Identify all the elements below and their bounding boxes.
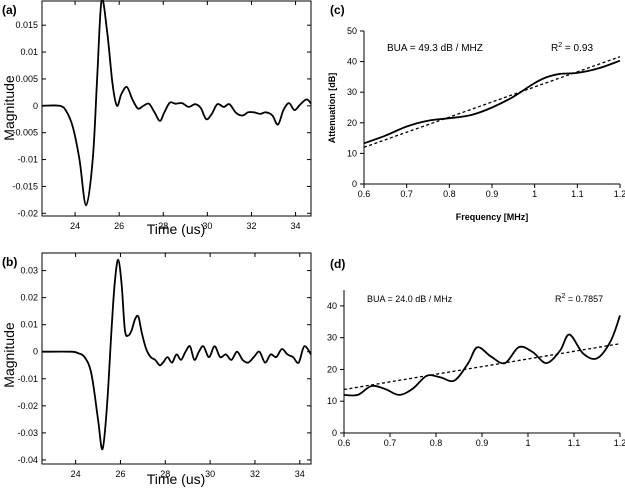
series-line-linear-fit: [343, 343, 621, 391]
x-tick-label: 1.1: [568, 438, 581, 448]
chart-panel-c: 0.6 0.7 0.8 0.9 1 1.1 1.2 0 10 20 30 40 50 Frequency …: [327, 3, 625, 222]
x-tick-label: 34: [291, 221, 301, 231]
x-axis-title: Time (us): [147, 471, 206, 487]
y-tick-label: -0.02: [17, 208, 38, 218]
y-tick-label: 0.01: [20, 47, 38, 57]
y-tick-label: 10: [347, 148, 357, 158]
y-tick-label: -0.01: [17, 374, 38, 384]
r-squared-annotation: R2 = 0.93: [551, 42, 593, 54]
y-tick-label: -0.01: [17, 155, 38, 165]
series-line-waveform: [41, 0, 312, 207]
x-tick-label: 0.6: [338, 438, 351, 448]
panel-label: (b): [2, 255, 17, 269]
y-tick-label: 0.02: [20, 293, 38, 303]
x-tick-label: 0.8: [430, 438, 443, 448]
x-axis-title: Time (us): [147, 221, 206, 237]
x-tick-label: 0.9: [486, 189, 499, 199]
y-tick-label: -0.005: [12, 128, 38, 138]
y-tick-label: 30: [327, 333, 337, 343]
series-line-measured: [343, 315, 621, 397]
y-tick-label: 0.03: [20, 266, 38, 276]
chart-panel-d: 0.6 0.7 0.8 0.9 1 1.1 1.2 0 10 20 30 40 (d) BUA = 24.…: [327, 257, 625, 448]
x-tick-label: 30: [205, 469, 215, 479]
x-tick-label: 24: [70, 221, 80, 231]
y-tick-label: 10: [327, 396, 337, 406]
y-axis-title: Magnitude: [1, 322, 17, 388]
x-tick-label: 28: [160, 469, 170, 479]
chart-panel-b: 24 26 28 30 32 34 0.03 0.02 0.01 0 -0.01 -0.02 -0.03…: [1, 252, 312, 487]
y-axis-title: Magnitude: [1, 75, 17, 141]
y-tick-label: 0: [352, 179, 357, 189]
x-tick-label: 0.7: [384, 438, 397, 448]
x-tick-label: 1.1: [571, 189, 584, 199]
y-tick-label: -0.03: [17, 428, 38, 438]
x-tick-label: 28: [158, 221, 168, 231]
x-tick-label: 32: [246, 221, 256, 231]
series-line-measured: [363, 59, 621, 145]
x-tick-label: 0.9: [476, 438, 489, 448]
x-tick-label: 26: [115, 469, 125, 479]
y-tick-label: -0.015: [12, 181, 38, 191]
y-tick-label: 40: [327, 301, 337, 311]
y-tick-label: 20: [327, 364, 337, 374]
x-tick-label: 24: [71, 469, 81, 479]
y-tick-label: 0: [33, 347, 38, 357]
x-tick-label: 1: [532, 189, 537, 199]
x-tick-label: 1: [525, 438, 530, 448]
plot-frame: [41, 252, 312, 465]
plot-frame: [41, 0, 312, 217]
y-tick-label: 0: [332, 428, 337, 438]
y-tick-label: 0: [33, 101, 38, 111]
bua-annotation: BUA = 24.0 dB / MHz: [367, 294, 453, 304]
y-axis-title: Attenuation [dB]: [327, 73, 337, 143]
y-tick-label: 30: [347, 87, 357, 97]
bua-annotation: BUA = 49.3 dB / MHZ: [387, 43, 483, 54]
x-tick-label: 0.6: [358, 189, 371, 199]
series-line-waveform: [41, 258, 312, 451]
x-tick-label: 30: [202, 221, 212, 231]
r-squared-annotation: R2 = 0.7857: [555, 293, 603, 304]
x-tick-label: 0.8: [443, 189, 456, 199]
x-tick-label: 34: [295, 469, 305, 479]
series-line-linear-fit: [363, 56, 621, 148]
y-tick-label: 0.01: [20, 320, 38, 330]
y-tick-label: 0.015: [15, 20, 38, 30]
y-tick-label: -0.02: [17, 401, 38, 411]
y-tick-label: 50: [347, 26, 357, 36]
y-tick-label: 0.005: [15, 74, 38, 84]
chart-panel-a: 24 26 28 30 32 34 0.015 0.01 0.005 0 -0.005 -0.01 -0…: [1, 0, 312, 237]
y-tick-label: 20: [347, 118, 357, 128]
x-tick-label: 0.7: [400, 189, 413, 199]
x-tick-label: 1.2: [614, 189, 625, 199]
x-tick-label: 26: [114, 221, 124, 231]
panel-label: (a): [2, 3, 17, 17]
x-tick-label: 1.2: [614, 438, 625, 448]
x-tick-label: 32: [250, 469, 260, 479]
panel-label: (c): [330, 3, 345, 17]
y-tick-label: -0.04: [17, 455, 38, 465]
x-axis-title: Frequency [MHz]: [456, 212, 529, 222]
panel-label: (d): [330, 257, 345, 271]
y-tick-label: 40: [347, 57, 357, 67]
